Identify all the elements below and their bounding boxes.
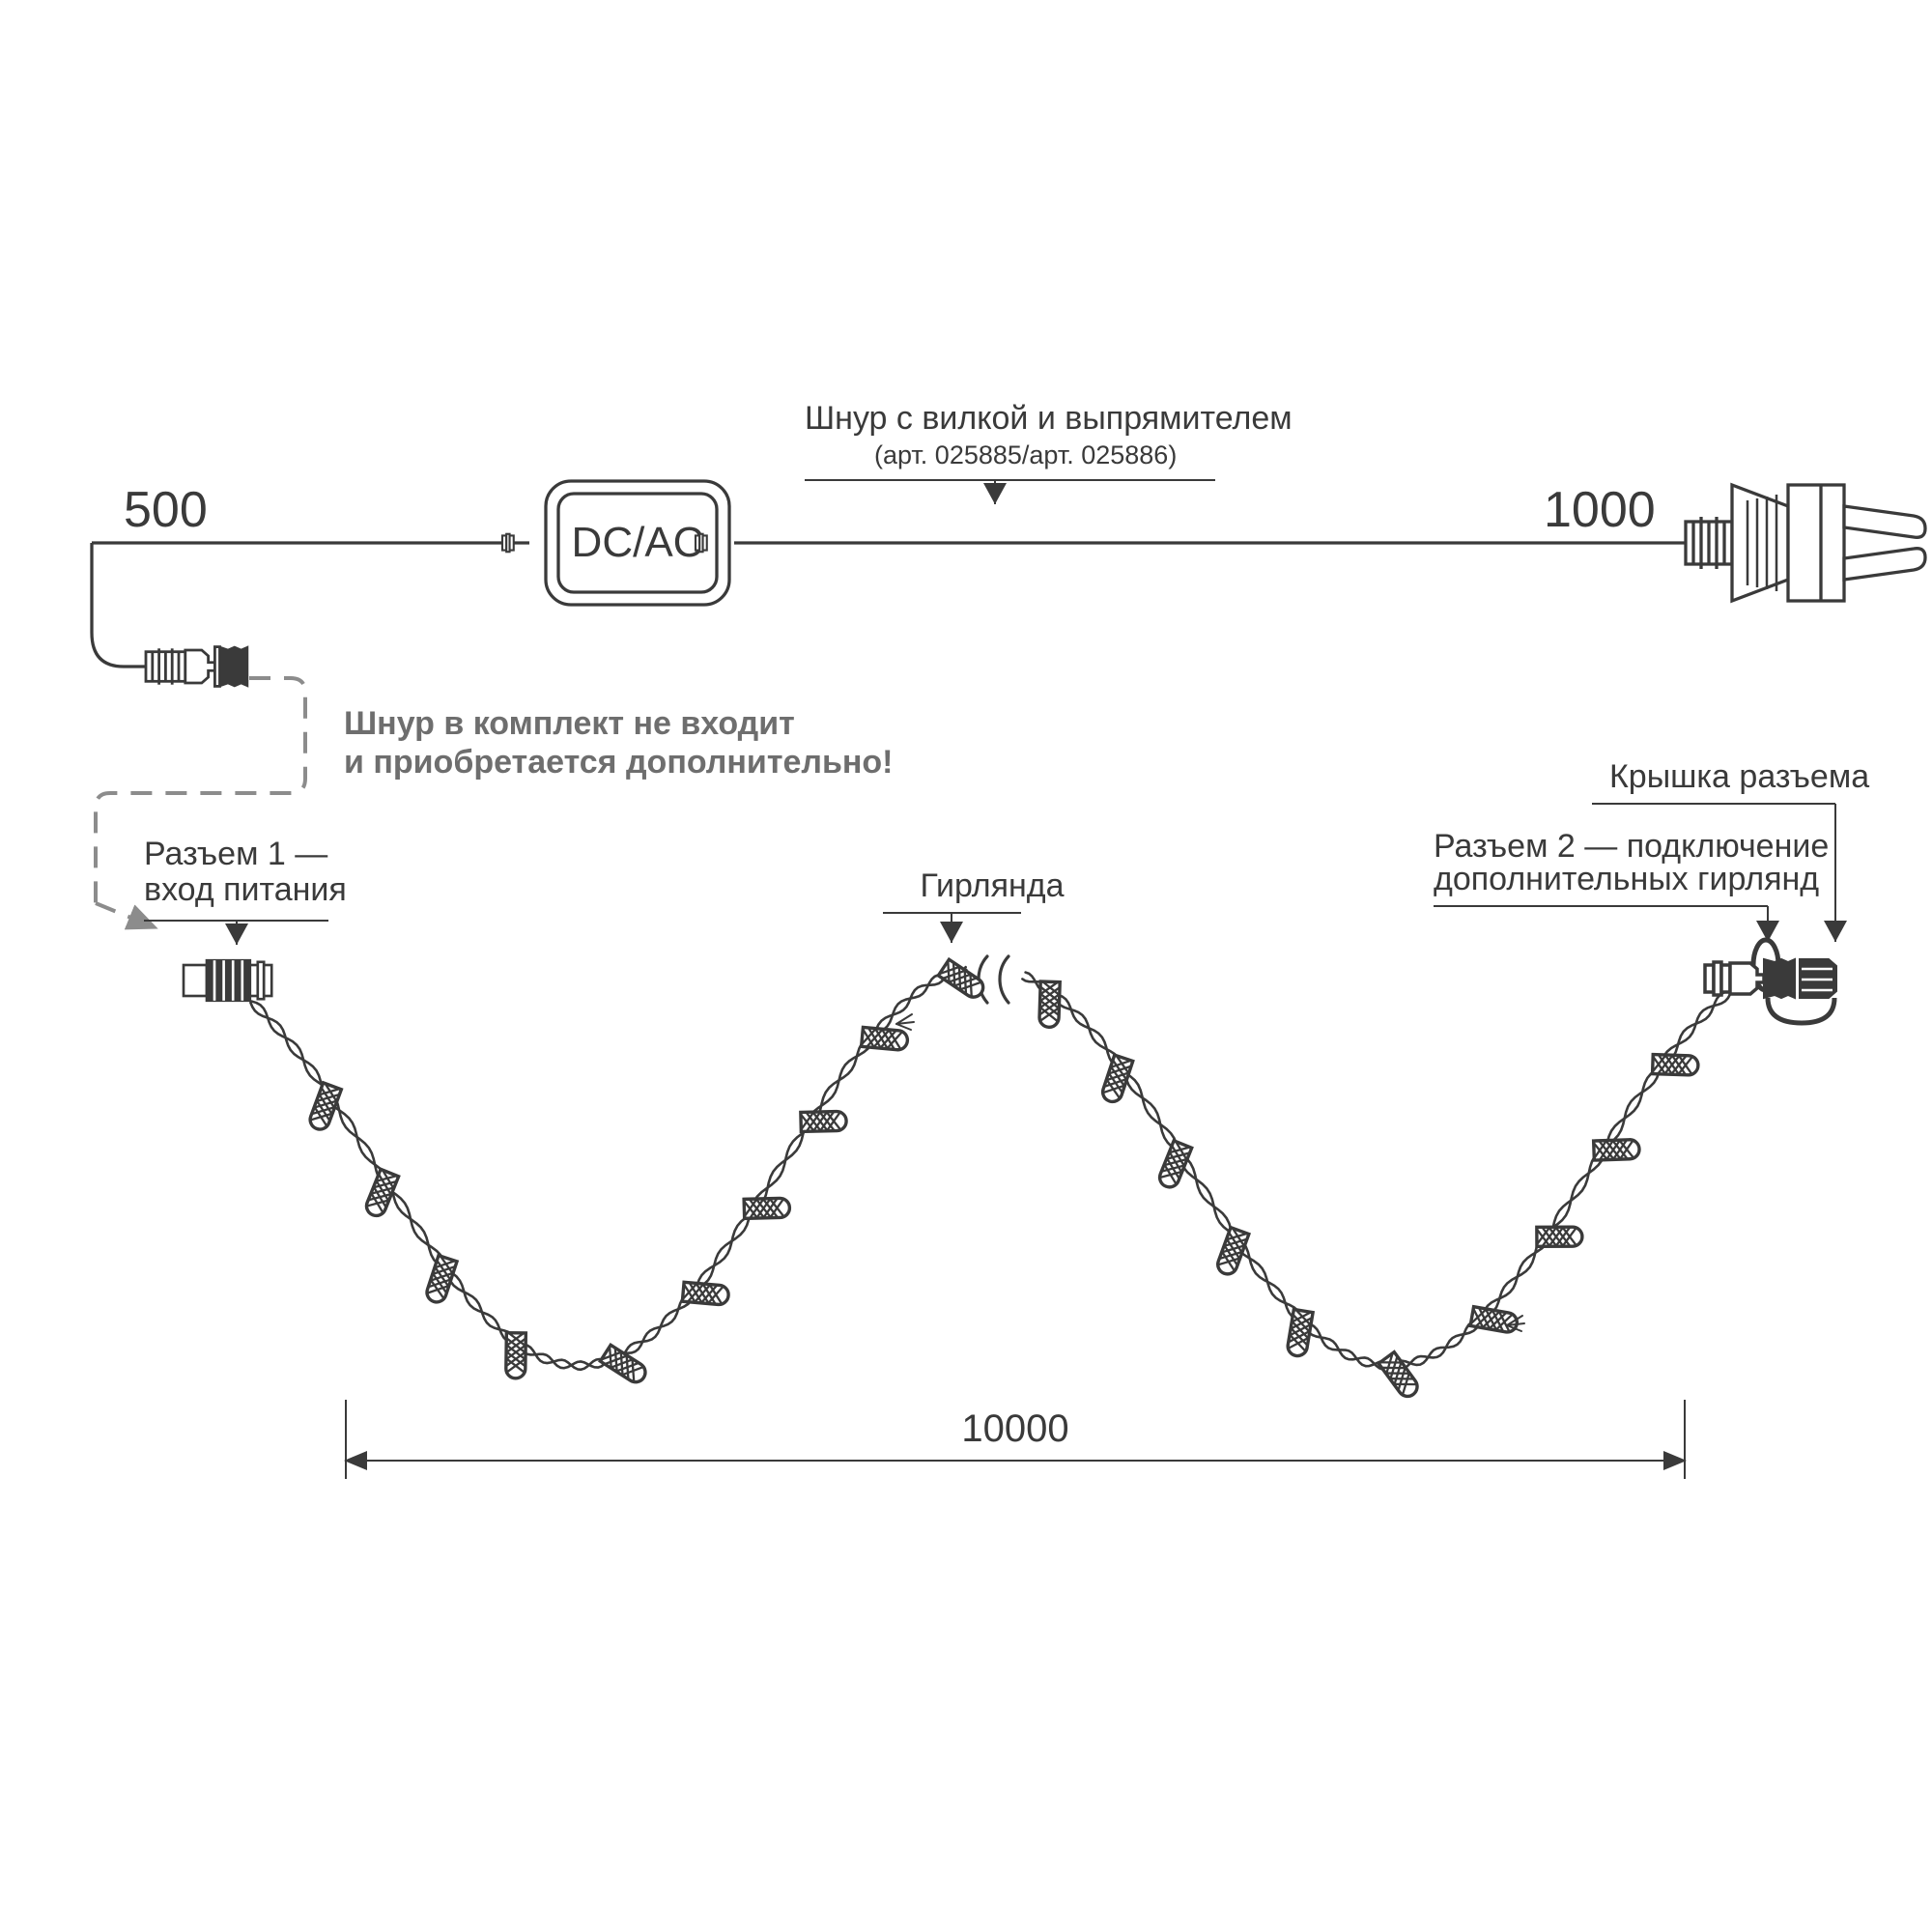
svg-text:дополнительных гирлянд: дополнительных гирлянд [1434,861,1819,897]
svg-text:вход питания: вход питания [144,871,347,908]
svg-text:DC/AC: DC/AC [572,519,704,566]
svg-text:Разъем 1 —: Разъем 1 — [144,836,327,872]
svg-text:Крышка разъема: Крышка разъема [1609,758,1869,795]
svg-text:(арт. 025885/арт. 025886): (арт. 025885/арт. 025886) [874,440,1177,469]
svg-text:10000: 10000 [961,1407,1068,1450]
svg-text:и приобретается дополнительно!: и приобретается дополнительно! [344,744,894,781]
svg-text:Разъем 2 — подключение: Разъем 2 — подключение [1434,828,1829,865]
svg-text:Шнур с вилкой и выпрямителем: Шнур с вилкой и выпрямителем [805,400,1293,437]
svg-text:1000: 1000 [1544,482,1656,538]
svg-text:500: 500 [124,482,208,538]
svg-text:Шнур в комплект не входит: Шнур в комплект не входит [344,705,795,742]
svg-text:Гирлянда: Гирлянда [920,867,1064,904]
